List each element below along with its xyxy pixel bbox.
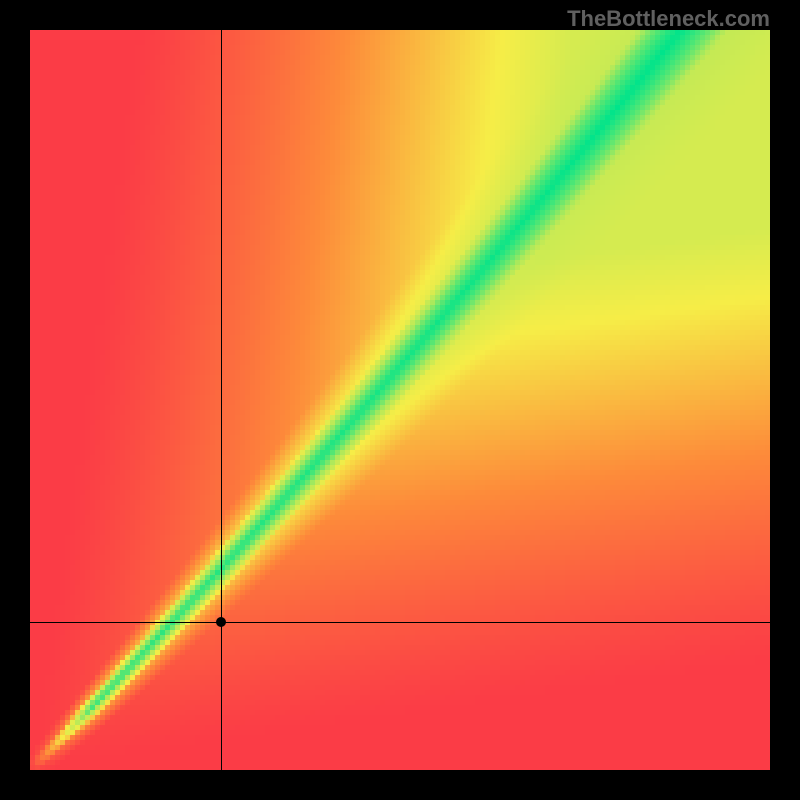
crosshair-horizontal <box>30 622 770 623</box>
crosshair-marker <box>216 617 226 627</box>
heatmap-canvas <box>30 30 770 770</box>
plot-area <box>30 30 770 770</box>
crosshair-vertical <box>221 30 222 770</box>
watermark-text: TheBottleneck.com <box>567 6 770 32</box>
